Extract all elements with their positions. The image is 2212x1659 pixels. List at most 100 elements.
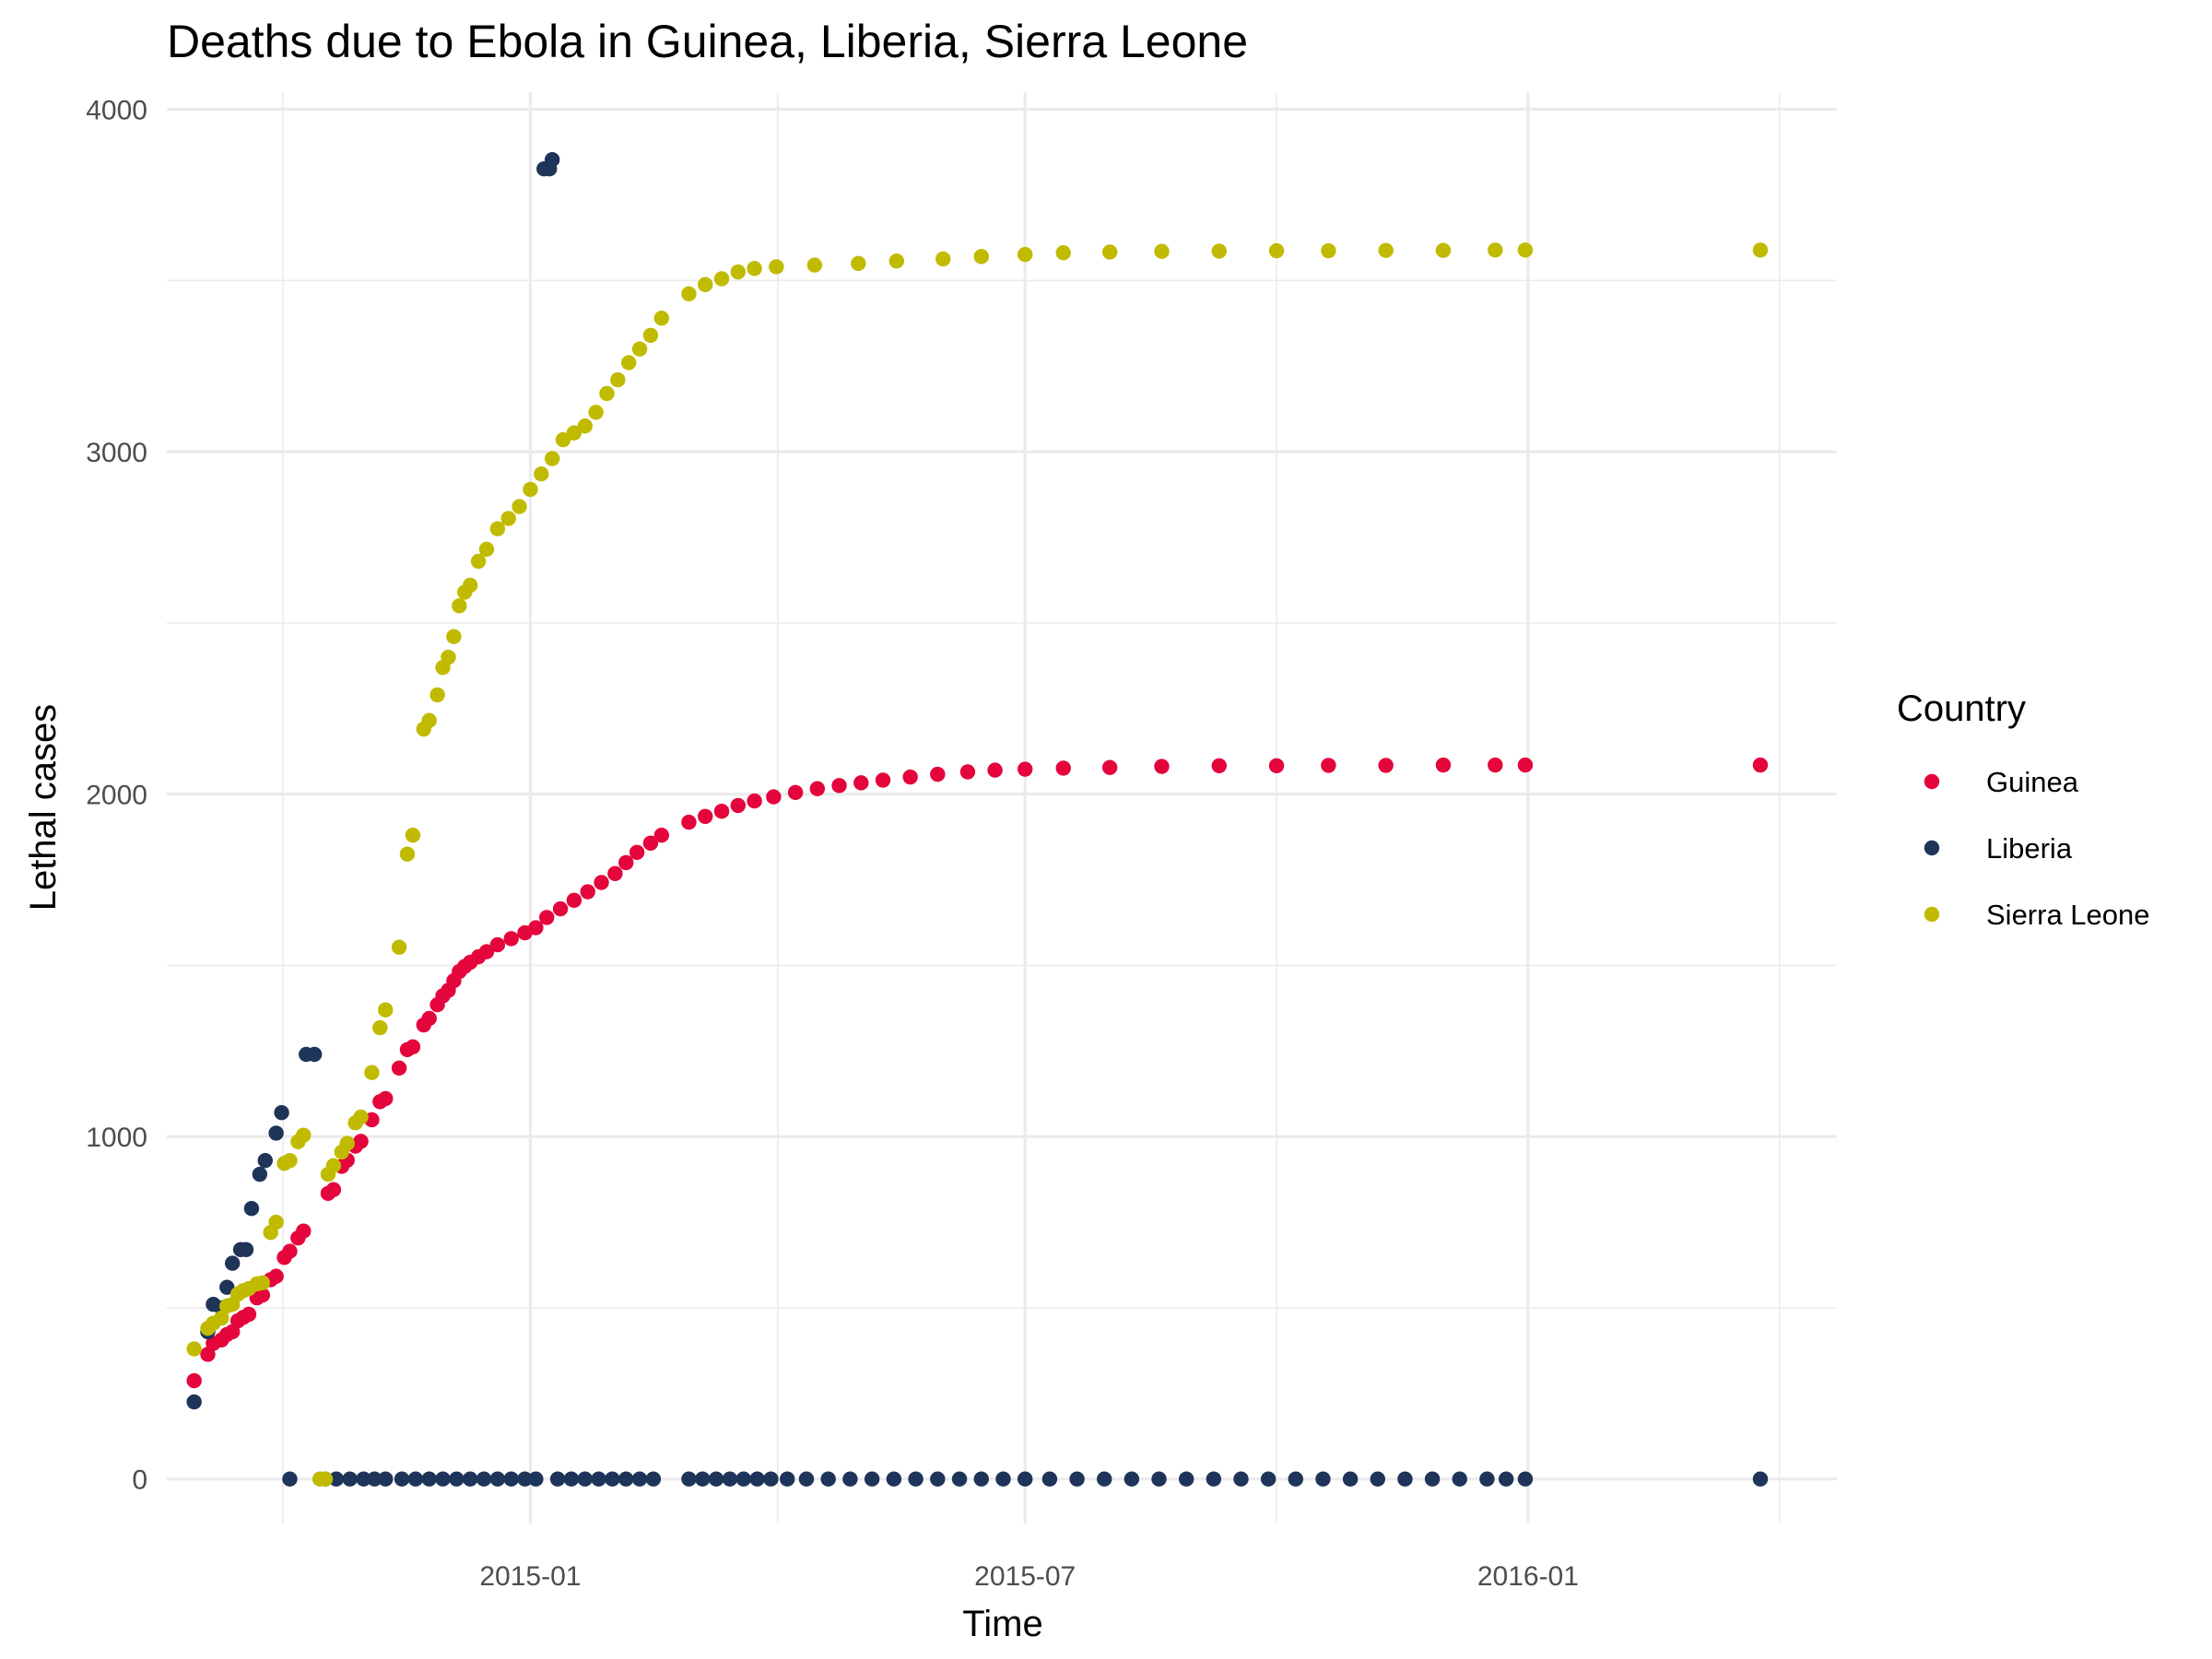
series-guinea xyxy=(186,757,1769,1389)
point-liberia xyxy=(243,1200,260,1217)
point-guinea xyxy=(987,762,1003,778)
point-guinea xyxy=(787,784,804,800)
point-guinea xyxy=(809,781,826,796)
point-liberia xyxy=(1260,1471,1277,1487)
point-guinea xyxy=(353,1134,369,1149)
point-sierra-leone xyxy=(544,451,560,466)
point-liberia xyxy=(798,1471,815,1487)
point-sierra-leone xyxy=(405,828,421,843)
legend-key-sierra-leone xyxy=(1924,906,1940,923)
point-liberia xyxy=(268,1125,284,1141)
point-guinea xyxy=(528,920,544,935)
point-sierra-leone xyxy=(325,1158,342,1173)
point-liberia xyxy=(282,1471,298,1487)
point-sierra-leone xyxy=(523,481,538,498)
point-sierra-leone xyxy=(512,499,527,514)
point-sierra-leone xyxy=(577,418,593,434)
point-sierra-leone xyxy=(378,1002,394,1018)
point-sierra-leone xyxy=(566,425,582,441)
point-sierra-leone xyxy=(747,261,762,276)
point-guinea xyxy=(566,892,582,909)
point-sierra-leone xyxy=(372,1019,388,1036)
point-sierra-leone xyxy=(642,327,659,343)
point-liberia xyxy=(618,1471,634,1487)
point-liberia xyxy=(973,1471,989,1487)
point-guinea xyxy=(378,1090,394,1107)
point-liberia xyxy=(462,1471,478,1487)
point-guinea xyxy=(268,1268,284,1284)
point-liberia xyxy=(1124,1471,1140,1487)
point-sierra-leone xyxy=(391,939,407,955)
y-tick-label: 1000 xyxy=(86,1123,147,1153)
legend-key-liberia xyxy=(1924,840,1940,856)
point-liberia xyxy=(528,1471,544,1487)
point-guinea xyxy=(1321,758,1336,773)
x-axis-title: Time xyxy=(962,1604,1042,1644)
y-tick-label: 4000 xyxy=(86,96,147,126)
x-tick-label: 2015-07 xyxy=(974,1561,1076,1592)
point-guinea xyxy=(1018,761,1033,777)
point-liberia xyxy=(489,1471,506,1487)
point-sierra-leone xyxy=(555,431,571,448)
point-guinea xyxy=(713,804,730,819)
point-sierra-leone xyxy=(399,846,416,862)
point-liberia xyxy=(503,1471,519,1487)
point-guinea xyxy=(607,865,623,882)
point-liberia xyxy=(549,1471,566,1487)
point-liberia xyxy=(681,1471,697,1487)
point-sierra-leone xyxy=(888,253,905,269)
point-liberia xyxy=(1517,1471,1534,1487)
point-sierra-leone xyxy=(769,259,784,275)
point-guinea xyxy=(1378,758,1394,773)
point-sierra-leone xyxy=(470,553,487,570)
point-liberia xyxy=(1041,1471,1058,1487)
point-liberia xyxy=(1498,1471,1514,1487)
point-liberia xyxy=(908,1471,924,1487)
legend-items: Guinea Liberia Sierra Leone xyxy=(1924,766,2150,931)
point-liberia xyxy=(274,1104,289,1121)
point-sierra-leone xyxy=(631,341,648,357)
point-sierra-leone xyxy=(364,1065,380,1080)
point-liberia xyxy=(779,1471,795,1487)
point-guinea xyxy=(539,910,555,925)
point-liberia xyxy=(1097,1471,1112,1487)
minor-gridlines xyxy=(167,92,1837,1524)
x-axis-tick-labels: 2015-01 2015-07 2016-01 xyxy=(479,1561,1579,1592)
x-tick-label: 2015-01 xyxy=(479,1561,581,1592)
point-liberia xyxy=(930,1471,946,1487)
point-sierra-leone xyxy=(446,629,462,644)
point-liberia xyxy=(1178,1471,1194,1487)
point-sierra-leone xyxy=(806,257,823,273)
legend-label-guinea: Guinea xyxy=(1986,766,2079,798)
point-sierra-leone xyxy=(1321,242,1336,259)
point-guinea xyxy=(478,944,495,959)
point-liberia xyxy=(605,1471,620,1487)
point-liberia xyxy=(378,1471,394,1487)
point-liberia xyxy=(1479,1471,1495,1487)
point-sierra-leone xyxy=(935,251,951,267)
point-guinea xyxy=(1268,758,1285,774)
point-liberia xyxy=(886,1471,902,1487)
point-liberia xyxy=(342,1471,358,1487)
point-sierra-leone xyxy=(1268,242,1285,259)
point-sierra-leone xyxy=(452,598,467,614)
point-liberia xyxy=(1424,1471,1441,1487)
point-liberia xyxy=(695,1471,711,1487)
y-axis-title: Lethal cases xyxy=(23,704,64,912)
point-sierra-leone xyxy=(478,541,495,558)
point-sierra-leone xyxy=(599,385,615,402)
point-liberia xyxy=(1018,1471,1033,1487)
point-liberia xyxy=(252,1166,268,1182)
point-guinea xyxy=(766,789,782,805)
point-guinea xyxy=(831,778,847,794)
point-liberia xyxy=(1397,1471,1413,1487)
point-sierra-leone xyxy=(254,1275,270,1291)
point-sierra-leone xyxy=(653,311,669,326)
point-sierra-leone xyxy=(500,511,516,526)
point-liberia xyxy=(591,1471,606,1487)
point-liberia xyxy=(864,1471,880,1487)
point-sierra-leone xyxy=(441,649,456,665)
point-sierra-leone xyxy=(713,271,730,287)
